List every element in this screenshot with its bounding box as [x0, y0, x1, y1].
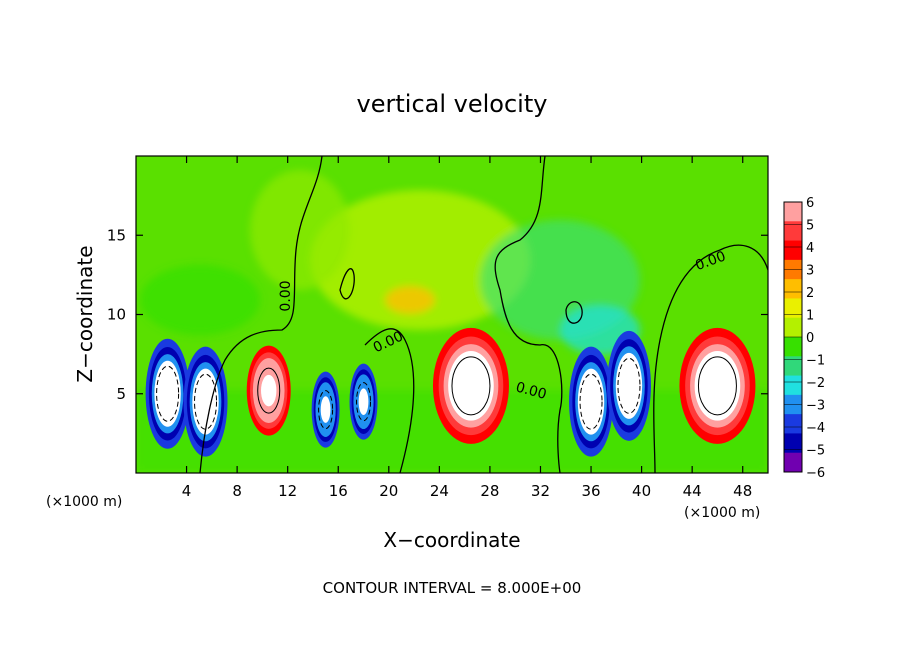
colorbar-label: −5	[806, 444, 825, 459]
colorbar-swatch	[784, 433, 802, 454]
chart-title: vertical velocity	[357, 90, 548, 118]
contour-label: 0.00	[514, 379, 548, 403]
cell-contour	[257, 367, 281, 414]
updraft-cell	[679, 327, 756, 444]
colorbar-label: 1	[806, 309, 814, 324]
x-tick-label: 20	[379, 482, 398, 500]
y-axis: 5 10 15	[107, 226, 768, 403]
x-tick-label: 24	[430, 482, 449, 500]
downdraft-cell	[145, 338, 190, 449]
downdraft-cell	[569, 346, 614, 457]
heatmap-field: 0.000.000.000.00	[136, 156, 768, 473]
colorbar-swatch	[784, 414, 802, 434]
colorbar-swatch	[784, 356, 802, 377]
downdraft-cell	[311, 371, 340, 448]
cell-ring	[694, 351, 741, 421]
downdraft-cell	[606, 330, 651, 441]
contour-label: 0.00	[278, 280, 294, 311]
colorbar-swatch	[784, 375, 802, 396]
x-unit-label-right: (×1000 m)	[684, 505, 760, 521]
x-tick-label: 4	[182, 482, 192, 500]
y-tick-label: 10	[107, 306, 126, 324]
cell-ring	[615, 352, 643, 419]
y-tick-label: 15	[107, 226, 126, 244]
x-tick-label: 12	[278, 482, 297, 500]
colorbar-label: −3	[806, 399, 825, 414]
cell-ring	[577, 368, 605, 435]
cell-contour	[194, 373, 218, 430]
colorbar-label: −6	[806, 466, 825, 481]
y-tick-label: 5	[116, 385, 126, 403]
cell-contour	[451, 356, 491, 416]
x-tick-label: 40	[632, 482, 651, 500]
x-tick-label: 44	[683, 482, 702, 500]
cell-contour	[356, 382, 372, 422]
x-axis: 4 8 12 16 20 24 28 32 36 40 44 48	[182, 156, 752, 500]
x-tick-label: 32	[531, 482, 550, 500]
y-axis-label: Z−coordinate	[73, 245, 97, 382]
colorbar-swatch	[784, 337, 802, 357]
colorbar-swatch	[784, 240, 802, 261]
colorbar-label: 4	[806, 241, 814, 256]
cell-contour	[579, 373, 603, 430]
colorbar: 6 5 4 3 2 1 0 −1 −2 −3 −4 −5 −6	[783, 196, 825, 481]
cell-ring	[448, 351, 494, 421]
x-unit-label-left: (×1000 m)	[46, 494, 122, 510]
cell-contour	[318, 390, 334, 430]
x-tick-label: 8	[232, 482, 242, 500]
colorbar-label: 2	[806, 286, 814, 301]
downdraft-cell	[349, 363, 378, 440]
x-tick-label: 28	[480, 482, 499, 500]
colorbar-label: −4	[806, 421, 825, 436]
cell-contour	[156, 365, 180, 422]
cell-ring	[192, 368, 219, 435]
colorbar-label: 5	[806, 219, 814, 234]
cell-contour	[617, 357, 641, 414]
cell-ring	[261, 374, 277, 407]
colorbar-label: −2	[806, 376, 825, 391]
colorbar-label: 3	[806, 264, 814, 279]
colorbar-swatch	[784, 279, 802, 299]
colorbar-swatch	[784, 221, 802, 242]
x-tick-label: 16	[329, 482, 348, 500]
x-axis-label: X−coordinate	[383, 528, 520, 552]
colorbar-label: −1	[806, 354, 825, 369]
colorbar-label: 0	[806, 331, 814, 346]
cell-ring	[358, 388, 369, 415]
cell-contour	[697, 356, 737, 416]
x-tick-label: 48	[733, 482, 752, 500]
contour-interval-text: CONTOUR INTERVAL = 8.000E+00	[323, 579, 582, 597]
colorbar-swatch	[784, 298, 802, 319]
updraft-cell	[246, 345, 291, 436]
cell-ring	[154, 360, 181, 427]
downdraft-cell	[183, 346, 228, 457]
colorbar-label: 6	[806, 196, 814, 211]
updraft-cell	[432, 327, 509, 444]
colorbar-swatch	[784, 452, 802, 473]
cell-ring	[320, 396, 331, 423]
colorbar-swatch	[784, 202, 802, 222]
colorbar-swatch	[784, 317, 802, 338]
contour-lines	[199, 156, 768, 473]
x-tick-label: 36	[581, 482, 600, 500]
